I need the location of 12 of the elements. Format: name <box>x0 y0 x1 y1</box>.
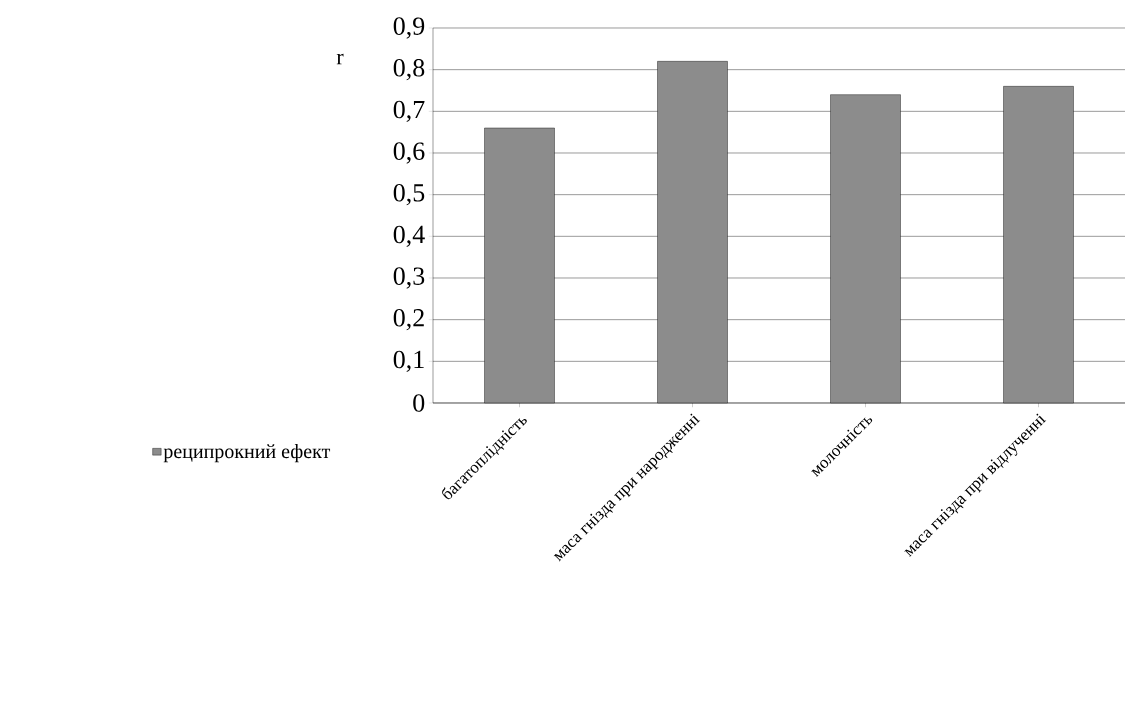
y-axis-title: r <box>336 53 344 65</box>
y-tick-label: 0,9 <box>393 17 425 39</box>
y-tick-label: 0,4 <box>393 225 425 247</box>
y-tick-label: 0,6 <box>393 142 425 164</box>
legend-label: реципрокний ефект <box>163 444 331 463</box>
y-tick-label: 0,1 <box>393 350 424 372</box>
y-tick-label: 0,7 <box>393 100 425 122</box>
y-tick-label: 0,2 <box>393 309 424 331</box>
y-tick-label: 0 <box>413 394 425 412</box>
y-tick-label: 0,8 <box>393 59 425 81</box>
y-tick-label: 0,5 <box>393 184 425 206</box>
y-tick-label: 0,3 <box>393 267 425 289</box>
